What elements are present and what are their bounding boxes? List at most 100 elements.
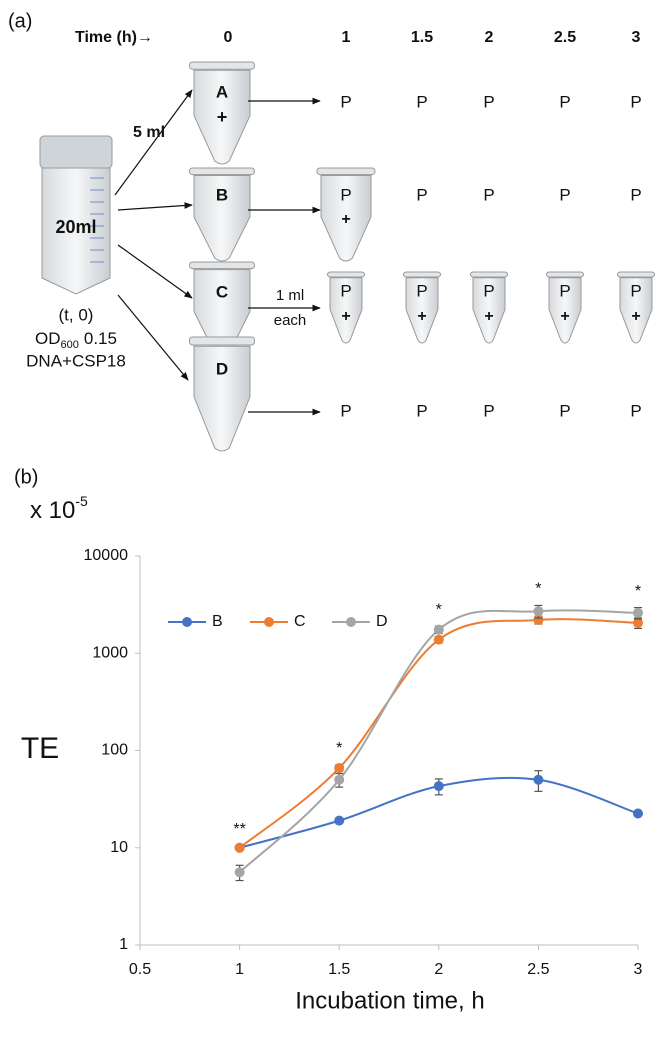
- data-point: [533, 775, 543, 785]
- od-value: 0.15: [84, 329, 117, 348]
- sample-label: P: [416, 185, 427, 204]
- x-tick-label: 3: [634, 961, 643, 978]
- sample-label: P: [630, 401, 641, 420]
- sample-label: P: [559, 92, 570, 111]
- arrow: [118, 245, 192, 298]
- x-tick-label: 2.5: [527, 961, 549, 978]
- legend-label: C: [294, 613, 306, 630]
- time-label: 2.5: [554, 29, 576, 46]
- figure: (a) Time (h)→ 0 1 1.5 2 2.5 3 20ml (t, 0) OD600 0.1…: [0, 0, 660, 1039]
- legend-label: B: [212, 613, 223, 630]
- sample-label: P: [630, 185, 641, 204]
- time-label: 2: [485, 29, 494, 46]
- transfer-volume: 1 ml: [276, 287, 304, 304]
- legend-marker: [346, 617, 356, 627]
- stock-volume: 20ml: [55, 217, 96, 237]
- data-point: [533, 606, 543, 616]
- sample-label: P: [416, 401, 427, 420]
- tube-cap: [190, 168, 255, 175]
- tube-cap: [190, 262, 255, 269]
- y-tick-label: 10000: [84, 547, 129, 564]
- data-point: [633, 608, 643, 618]
- data-point: [235, 843, 245, 853]
- multiplier: x 10-5: [30, 493, 88, 525]
- tube-cap: [317, 168, 375, 175]
- significance-mark: *: [535, 581, 541, 598]
- tube-cap: [190, 337, 255, 345]
- sample-label: P: [416, 281, 427, 300]
- multiplier-base: x 10: [30, 497, 75, 524]
- time-header: Time (h)→: [75, 29, 153, 46]
- tube-mark: +: [217, 107, 228, 127]
- tube-cap: [546, 272, 583, 277]
- sample-mark: +: [417, 308, 426, 325]
- od-line: OD600 0.15: [35, 329, 117, 350]
- y-tick-label: 10: [110, 839, 128, 856]
- data-point: [334, 763, 344, 773]
- sample-label: P: [559, 281, 570, 300]
- series-line: [240, 619, 638, 848]
- sample-label: P: [340, 185, 351, 204]
- sample-mark: +: [631, 308, 640, 325]
- arrow: [115, 90, 192, 195]
- sample-label: P: [559, 401, 570, 420]
- x-tick-label: 0.5: [129, 961, 151, 978]
- sample-label: P: [630, 92, 641, 111]
- data-point: [334, 816, 344, 826]
- significance-mark: *: [635, 583, 641, 600]
- significance-mark: **: [233, 821, 245, 838]
- x-axis-label: Incubation time, h: [295, 987, 484, 1014]
- time-label: 1.5: [411, 29, 433, 46]
- multiplier-exponent: -5: [75, 493, 88, 509]
- sample-label: P: [483, 401, 494, 420]
- sample-label: P: [483, 92, 494, 111]
- y-axis-label: TE: [21, 732, 59, 765]
- sample-label: P: [340, 401, 351, 420]
- legend-marker: [264, 617, 274, 627]
- data-point: [334, 775, 344, 785]
- tube-label: A: [216, 82, 228, 101]
- tube-label: B: [216, 185, 228, 204]
- x-tick-label: 1.5: [328, 961, 350, 978]
- sample-label: P: [340, 92, 351, 111]
- stock-condition: (t, 0): [59, 305, 94, 324]
- sample-mark: +: [484, 308, 493, 325]
- data-point: [434, 635, 444, 645]
- sample-mark: +: [341, 308, 350, 325]
- tube-cap: [617, 272, 654, 277]
- significance-mark: *: [436, 601, 442, 618]
- tube-cap: [327, 272, 364, 277]
- legend-label: D: [376, 613, 388, 630]
- x-tick-label: 1: [235, 961, 244, 978]
- time-label: 0: [224, 29, 233, 46]
- data-point: [235, 867, 245, 877]
- sample-label: P: [340, 281, 351, 300]
- tube-cap: [190, 62, 255, 69]
- legend-marker: [182, 617, 192, 627]
- sample-label: P: [483, 185, 494, 204]
- data-point: [434, 625, 444, 635]
- tube-cap: [403, 272, 440, 277]
- arrow: [118, 295, 188, 380]
- time-label: 1: [342, 29, 351, 46]
- od-text: OD: [35, 329, 61, 348]
- stock-additive: DNA+CSP18: [26, 351, 126, 370]
- y-tick-label: 1000: [92, 644, 128, 661]
- x-tick-label: 2: [434, 961, 443, 978]
- tube-cap: [470, 272, 507, 277]
- tube-label: D: [216, 359, 228, 378]
- y-tick-label: 1: [119, 936, 128, 953]
- arrow: [118, 205, 192, 210]
- transfer-note: each: [274, 312, 307, 329]
- time-label: 3: [632, 29, 641, 46]
- y-tick-label: 100: [101, 742, 128, 759]
- data-point: [434, 781, 444, 791]
- od-sub: 600: [61, 339, 79, 351]
- significance-mark: *: [336, 740, 342, 757]
- panel-label: (b): [14, 466, 38, 488]
- sample-label: P: [416, 92, 427, 111]
- data-point: [633, 809, 643, 819]
- panel-label: (a): [8, 10, 32, 32]
- tube-label: C: [216, 282, 228, 301]
- sample-label: P: [483, 281, 494, 300]
